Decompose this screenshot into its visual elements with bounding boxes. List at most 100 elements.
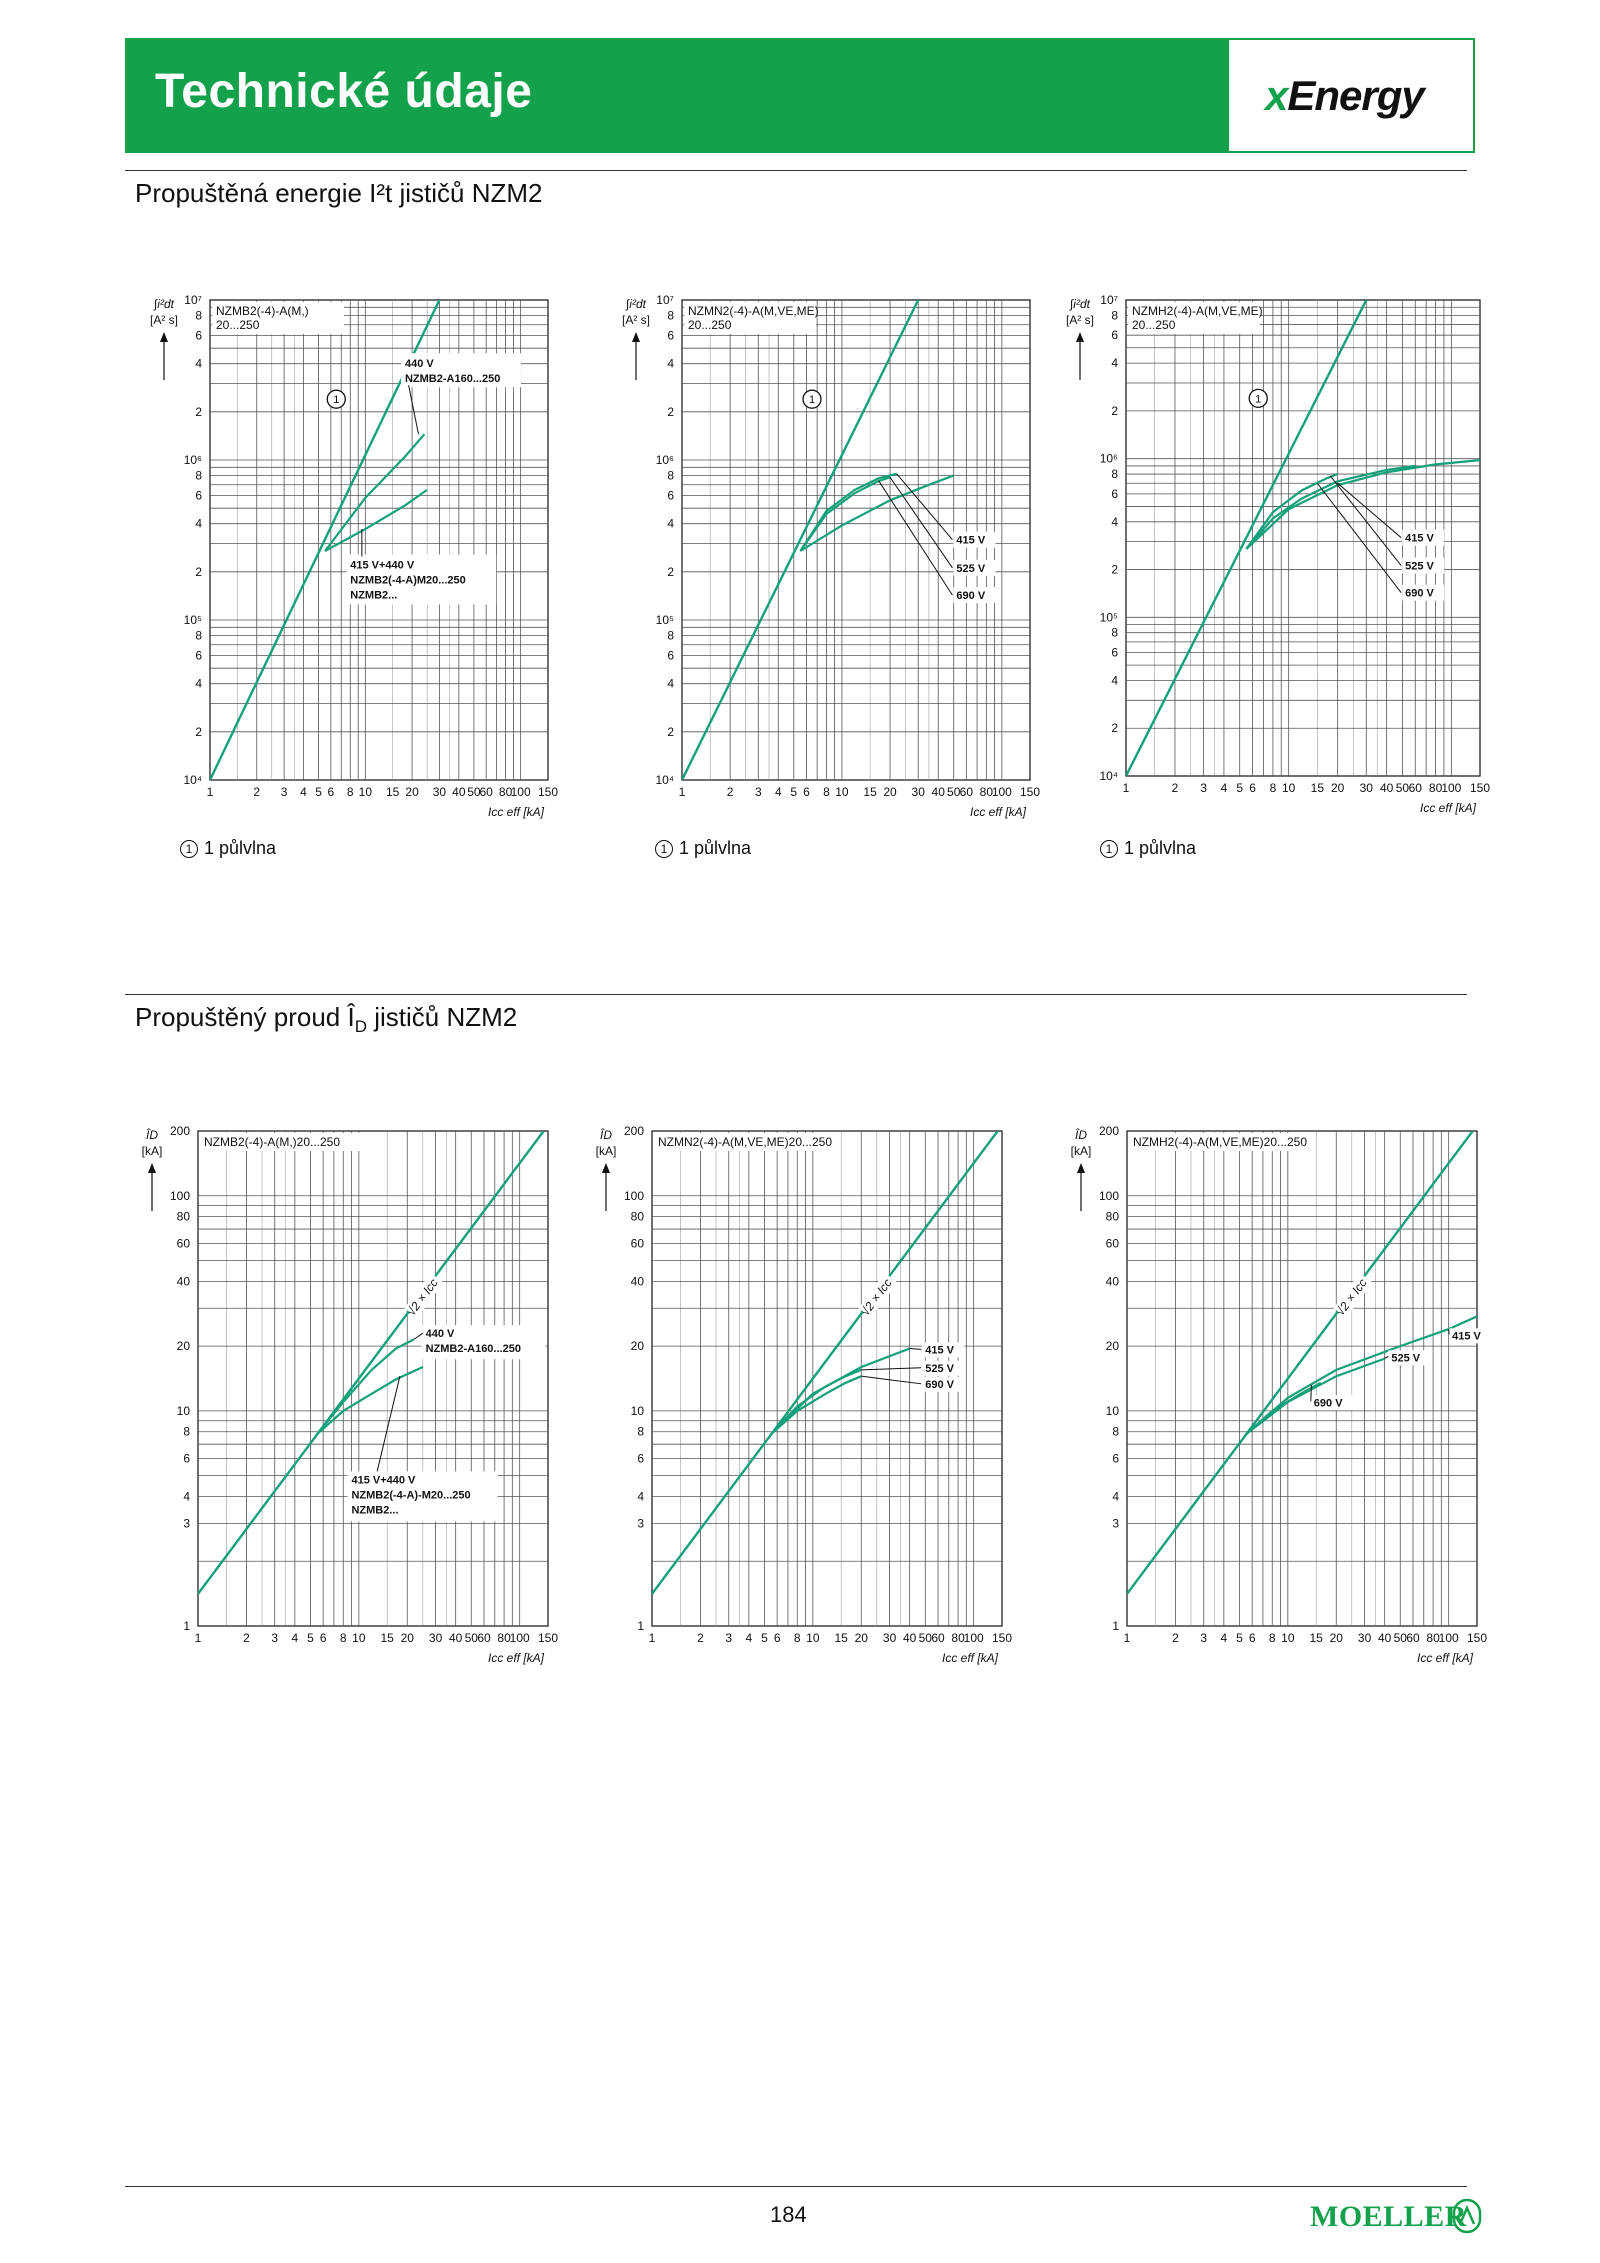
series-line — [770, 1368, 862, 1435]
series-line — [324, 488, 428, 552]
x-tick-label: 6 — [320, 1631, 327, 1645]
logo-text: xEnergy — [1265, 72, 1425, 119]
x-tick-label: 40 — [903, 1631, 917, 1645]
annotation-label: 525 V — [1391, 1352, 1420, 1364]
y-tick-label: 3 — [1112, 1516, 1119, 1530]
circle-1-icon: 1 — [180, 840, 198, 858]
x-tick-label: 3 — [725, 1631, 732, 1645]
y-axis-label: ∫i²dt — [153, 297, 175, 311]
y-tick-label: 6 — [667, 488, 674, 502]
x-tick-label: 5 — [1236, 1631, 1243, 1645]
chart-title: NZMB2(-4)-A(M,) — [216, 304, 309, 318]
y-tick-label: 3 — [637, 1516, 644, 1530]
x-tick-label: 8 — [347, 785, 354, 799]
bottom-rule — [125, 2186, 1467, 2187]
x-tick-label: 60 — [480, 785, 494, 799]
y-tick-label: 8 — [195, 629, 202, 643]
x-tick-label: 150 — [1470, 781, 1490, 795]
y-tick-label: 1 — [637, 1619, 644, 1633]
x-tick-label: 40 — [1378, 1631, 1392, 1645]
y-tick-label: 4 — [1112, 1489, 1119, 1503]
x-tick-label: 5 — [307, 1631, 314, 1645]
x-tick-label: 20 — [405, 785, 419, 799]
label-box — [1388, 1350, 1431, 1366]
x-tick-label: 5 — [1236, 781, 1243, 795]
x-tick-label: 6 — [1249, 781, 1256, 795]
y-tick-label: 8 — [637, 1425, 644, 1439]
y-tick-label: 40 — [177, 1274, 191, 1288]
x-tick-label: 150 — [538, 785, 558, 799]
x-tick-label: 6 — [1249, 1631, 1256, 1645]
annotation-label: 440 V — [405, 358, 434, 370]
axis-arrow-icon — [148, 1163, 156, 1173]
y-tick-label: 100 — [170, 1189, 190, 1203]
x-tick-label: 150 — [1467, 1631, 1487, 1645]
y-tick-label: 4 — [667, 517, 674, 531]
annotation-label: NZMB2-A160...250 — [405, 373, 500, 385]
leader-line — [376, 1376, 401, 1472]
x-tick-label: 3 — [281, 785, 288, 799]
y-tick-label: 100 — [1099, 1189, 1119, 1203]
y-tick-label: 10⁶ — [1100, 452, 1118, 466]
x-tick-label: 3 — [1200, 1631, 1207, 1645]
label-box — [421, 1325, 546, 1360]
axis-arrow-icon — [1077, 1163, 1085, 1173]
x-tick-label: 80 — [951, 1631, 965, 1645]
y-tick-label: 20 — [1106, 1339, 1120, 1353]
middle-rule — [125, 994, 1467, 995]
series-line — [799, 472, 897, 552]
y-tick-label: 10⁴ — [1099, 769, 1118, 783]
x-tick-label: 30 — [1358, 1631, 1372, 1645]
x-tick-label: 60 — [960, 785, 974, 799]
title-box — [1129, 1133, 1299, 1151]
leader-line — [909, 1347, 922, 1350]
plot-frame — [1126, 1130, 1478, 1627]
series-line — [799, 474, 955, 552]
y-tick-label: 10 — [631, 1404, 645, 1418]
annotation-label: NZMB2(-4-A)-M20...250 — [351, 1489, 470, 1501]
x-tick-label: 40 — [452, 785, 466, 799]
x-tick-label: 8 — [1270, 781, 1277, 795]
y-tick-label: 2 — [667, 405, 674, 419]
leader-line — [1310, 1384, 1312, 1402]
y-tick-label: 6 — [1111, 487, 1118, 501]
axis-arrow-icon — [1076, 332, 1084, 342]
leader-line — [889, 476, 953, 569]
annotation-label: 415 V — [1452, 1330, 1481, 1342]
y-tick-label: 60 — [631, 1236, 645, 1250]
label-box — [953, 559, 996, 576]
y-tick-label: 20 — [177, 1339, 191, 1353]
y-tick-label: 4 — [637, 1489, 644, 1503]
annotation-label: 690 V — [1314, 1397, 1343, 1409]
chart-title: NZMB2(-4)-A(M,)20...250 — [204, 1135, 340, 1149]
y-tick-label: 4 — [1111, 673, 1118, 687]
annotation-label: 690 V — [925, 1379, 954, 1391]
chart-title: NZMN2(-4)-A(M,VE,ME) — [688, 304, 819, 318]
annotation-label: 415 V — [925, 1344, 954, 1356]
y-axis-label: ÎD — [1075, 1127, 1087, 1142]
x-tick-label: 15 — [1311, 781, 1325, 795]
y-tick-label: 1 — [183, 1619, 190, 1633]
x-axis-label: Icc eff [kA] — [488, 805, 545, 819]
x-tick-label: 10 — [1282, 781, 1296, 795]
y-tick-label: 4 — [195, 357, 202, 371]
page-title: Technické údaje — [155, 65, 533, 118]
series-line — [652, 1131, 999, 1595]
label-box — [922, 1360, 965, 1376]
y-tick-label: 3 — [183, 1516, 190, 1530]
y-tick-label: 2 — [1111, 721, 1118, 735]
label-box — [1449, 1328, 1492, 1344]
y-tick-label: 10⁴ — [655, 773, 674, 787]
x-tick-label: 2 — [1172, 1631, 1179, 1645]
x-tick-label: 8 — [1269, 1631, 1276, 1645]
leader-line — [1384, 1355, 1389, 1360]
x-tick-label: 50 — [1394, 1631, 1408, 1645]
half-wave-marker-icon — [326, 389, 346, 409]
annotation-label: 525 V — [956, 563, 985, 575]
x-tick-label: 150 — [538, 1631, 558, 1645]
x-tick-label: 2 — [1172, 781, 1179, 795]
y-tick-label: 8 — [183, 1425, 190, 1439]
annotation-label: 690 V — [956, 590, 985, 602]
